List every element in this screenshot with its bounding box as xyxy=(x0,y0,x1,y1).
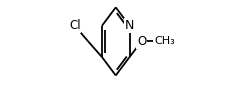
Text: N: N xyxy=(124,19,134,32)
Text: CH₃: CH₃ xyxy=(153,36,174,46)
Text: O: O xyxy=(136,35,146,48)
Text: Cl: Cl xyxy=(69,19,80,32)
